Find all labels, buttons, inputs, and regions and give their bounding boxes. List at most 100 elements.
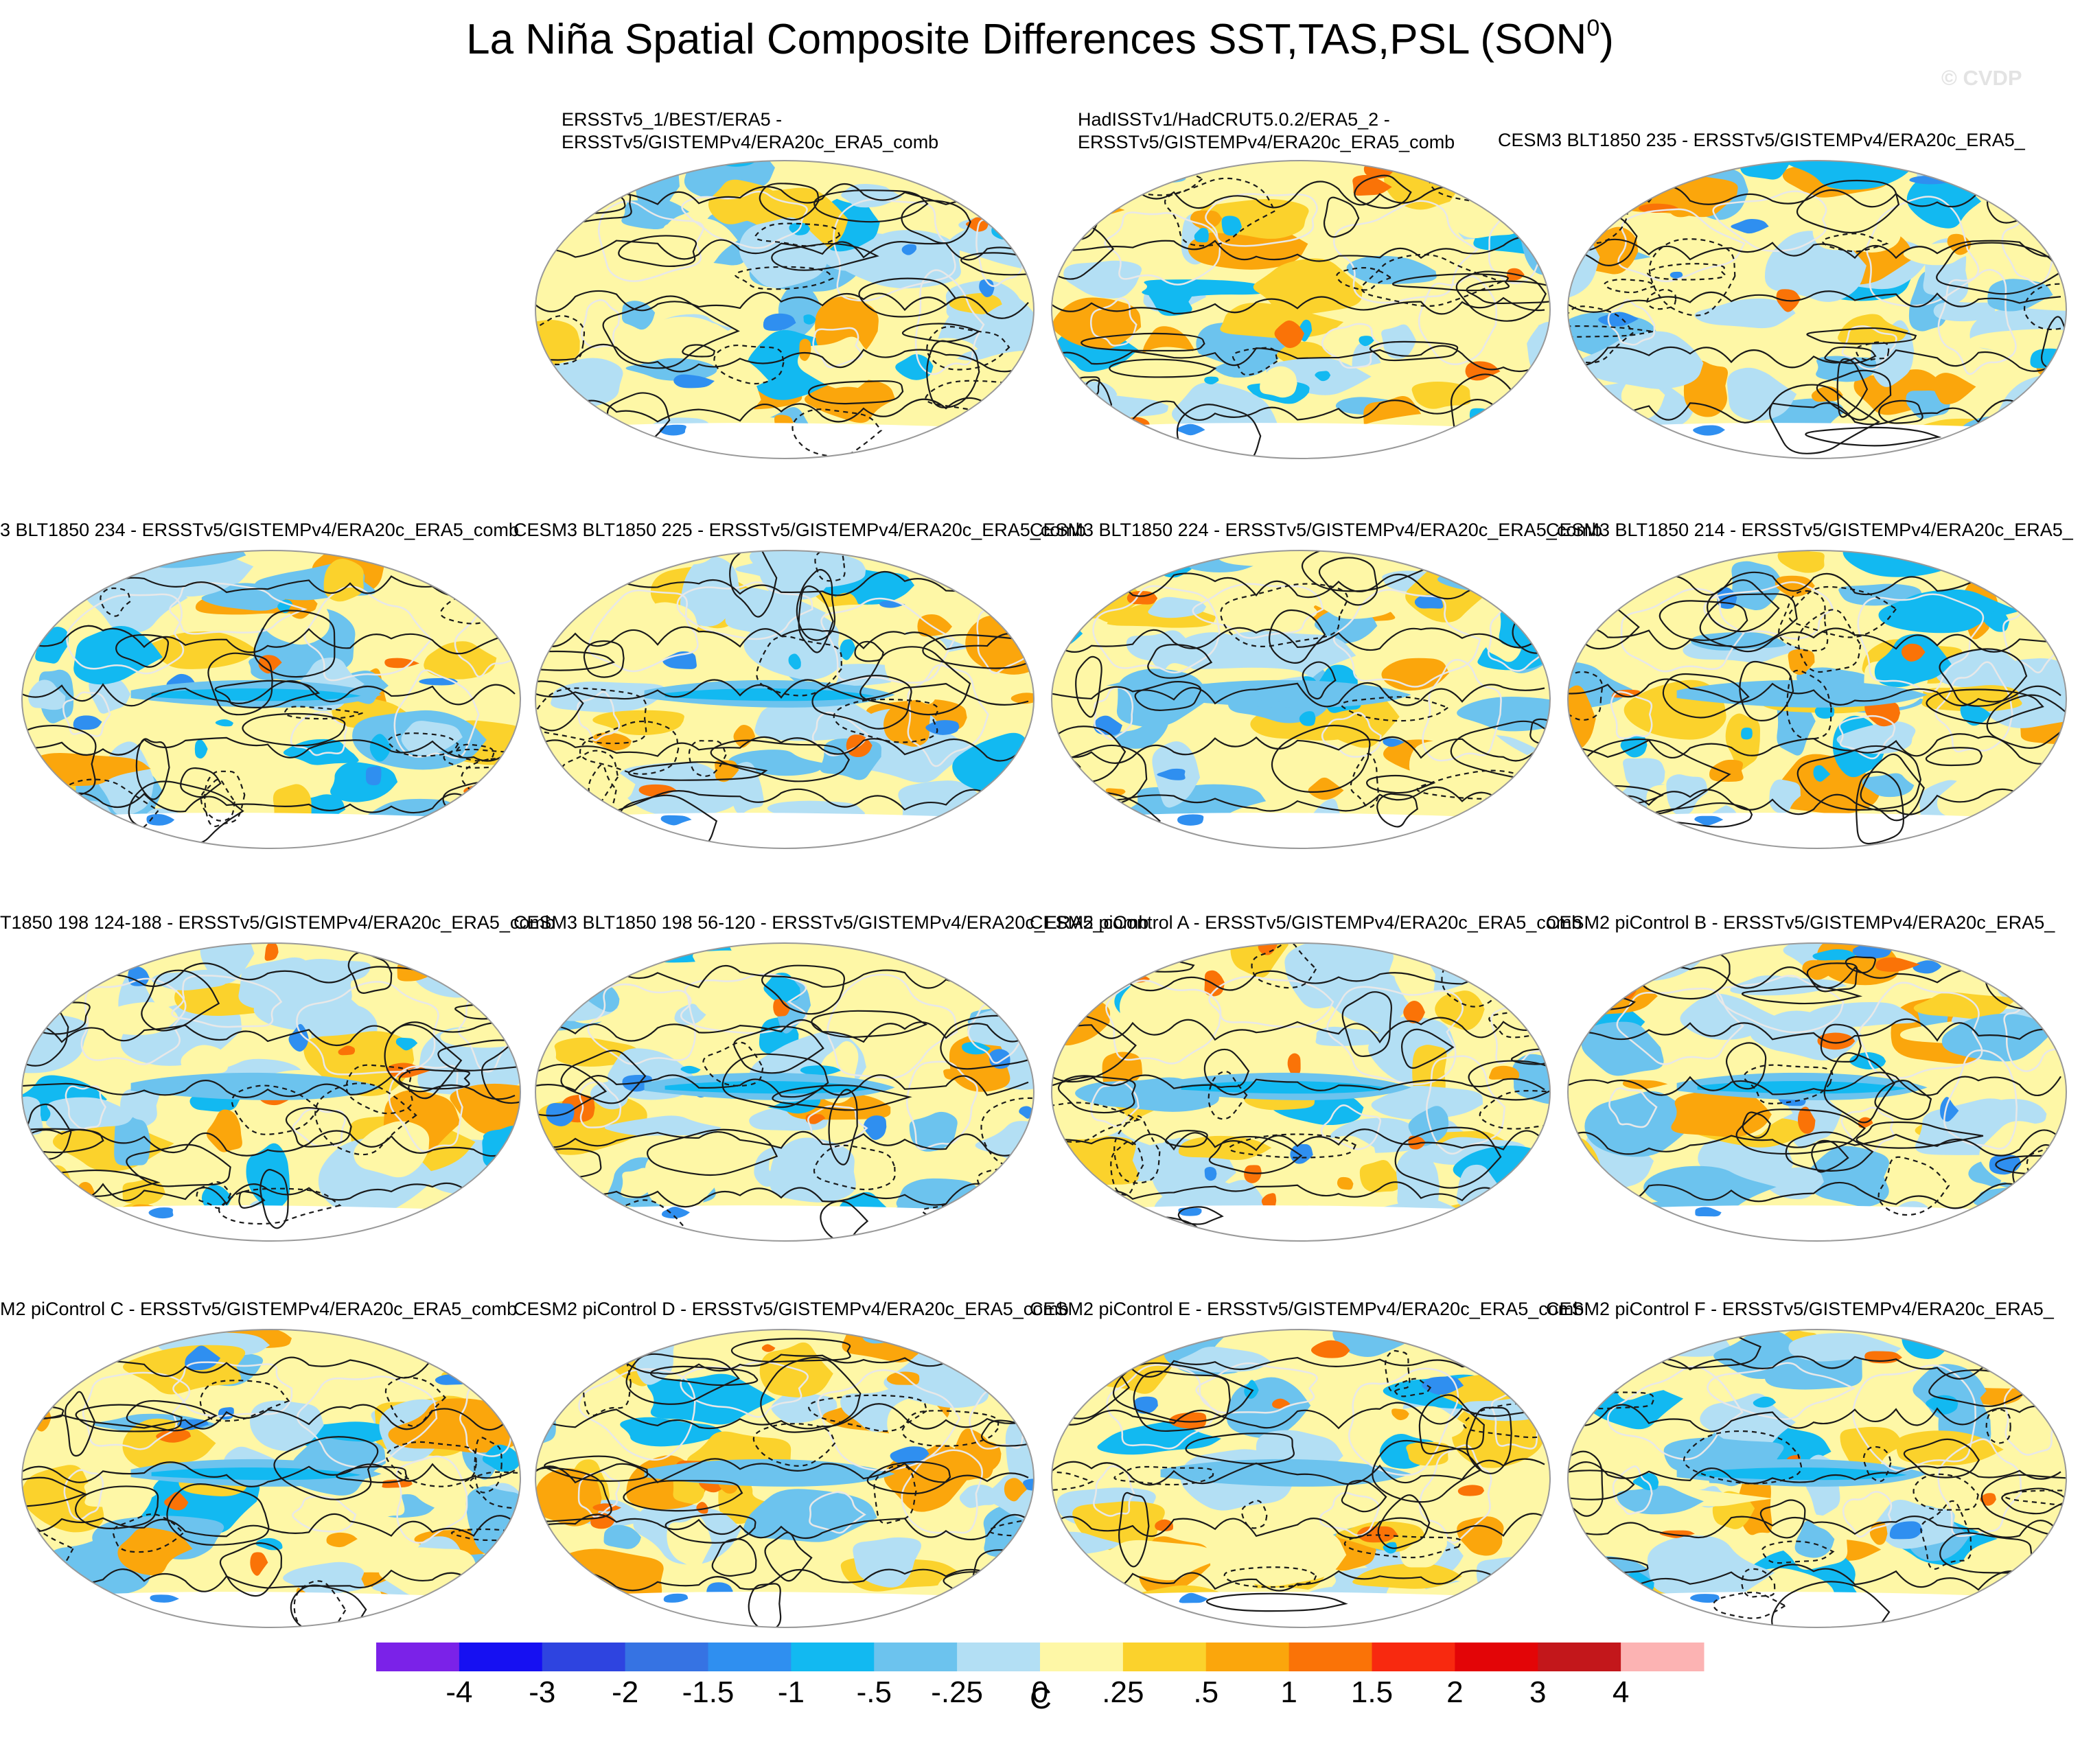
anomaly-patch <box>1177 1347 1271 1373</box>
anomaly-patch <box>181 1045 229 1078</box>
antarctic-anomaly <box>663 1593 689 1603</box>
anomaly-patch <box>191 761 235 826</box>
anomaly-spot <box>1290 1144 1313 1164</box>
anomaly-patch <box>424 1590 483 1627</box>
psl-contour <box>1113 1465 1214 1486</box>
anomaly-spot <box>488 982 520 993</box>
psl-contour <box>711 1538 757 1577</box>
coastline <box>1617 208 1746 283</box>
coastline <box>1943 1049 2018 1150</box>
psl-contour <box>926 325 1010 371</box>
psl-contour <box>1874 1080 1932 1120</box>
coastline <box>1208 975 1334 1028</box>
anomaly-spot <box>763 313 796 332</box>
psl-contour <box>1936 242 2062 295</box>
psl-contour <box>756 636 843 697</box>
anomaly-patch <box>206 1109 242 1152</box>
psl-contour <box>22 1076 516 1100</box>
anomaly-spot <box>1811 386 1843 402</box>
enso-cold-tongue-core <box>1697 1467 1907 1481</box>
psl-contour <box>1366 774 1436 794</box>
coastline <box>1195 1362 1318 1414</box>
psl-contour <box>1568 1181 2061 1209</box>
anomaly-patch <box>1836 721 1916 754</box>
psl-contour <box>1377 1494 1431 1549</box>
anomaly-spot <box>1591 792 1610 818</box>
anomaly-patch <box>1512 1054 1550 1104</box>
anomaly-spot <box>384 658 419 669</box>
psl-contour <box>1568 1018 2061 1044</box>
psl-contour <box>535 1458 1029 1484</box>
coastline <box>63 1469 104 1520</box>
coastline <box>1089 297 1137 347</box>
psl-contour <box>796 568 836 641</box>
anomaly-spot <box>1204 1166 1217 1181</box>
coastline <box>1857 593 1985 693</box>
anomaly-patch <box>551 682 665 713</box>
map-frame <box>535 942 1035 1242</box>
anomaly-spot <box>1802 960 1837 980</box>
psl-contour <box>978 1196 1018 1213</box>
anomaly-patch <box>975 1121 1034 1169</box>
anomaly-patch <box>1726 367 1797 421</box>
antarctic-anomaly <box>1693 425 1725 436</box>
antarctica-landmass <box>22 813 520 848</box>
anomaly-patch <box>1805 1146 1889 1207</box>
anomaly-patch <box>2000 1340 2066 1375</box>
psl-contour <box>754 222 841 247</box>
anomaly-patch <box>535 570 627 593</box>
anomaly-spot <box>991 218 1021 240</box>
anomaly-patch <box>1471 294 1539 362</box>
psl-contour <box>820 1200 869 1241</box>
psl-contour <box>535 736 1029 762</box>
psl-contour <box>1574 1391 1654 1410</box>
psl-contour <box>772 1084 912 1111</box>
psl-contour <box>1568 671 1604 721</box>
psl-contour <box>535 1568 1029 1592</box>
anomaly-spot <box>326 1532 358 1548</box>
anomaly-spot <box>459 1356 478 1365</box>
anomaly-patch <box>952 1428 995 1481</box>
anomaly-spot <box>2028 1330 2049 1337</box>
psl-contour <box>1164 1130 1208 1148</box>
antarctic-anomaly <box>1690 1594 1720 1603</box>
antarctic-anomaly <box>1176 423 1205 436</box>
coastline <box>681 190 808 249</box>
psl-contour <box>866 1461 951 1495</box>
world-map <box>1567 550 2067 849</box>
anomaly-spot <box>979 279 995 297</box>
psl-contour <box>813 189 929 223</box>
psl-contour <box>1481 1330 1529 1372</box>
anomaly-patch <box>22 1569 95 1612</box>
anomaly-patch <box>435 550 520 564</box>
anomaly-patch <box>1568 685 1596 752</box>
anomaly-patch <box>1840 1426 1904 1472</box>
psl-contour <box>22 625 516 655</box>
antarctic-anomaly <box>1694 815 1724 826</box>
psl-contour <box>1816 369 1892 421</box>
psl-contour <box>474 1437 502 1494</box>
anomaly-spot <box>1457 1485 1485 1496</box>
panel-title: ERSSTv5_1/BEST/ERA5 - ERSSTv5/GISTEMPv4/E… <box>562 108 938 154</box>
psl-contour <box>535 1148 602 1179</box>
anomaly-patch <box>1514 1203 1550 1241</box>
psl-contour <box>474 1353 520 1373</box>
psl-contour <box>1361 253 1504 307</box>
psl-contour <box>558 750 619 809</box>
psl-contour <box>2004 949 2066 965</box>
psl-contour <box>199 1380 290 1422</box>
anomaly-patch <box>1125 347 1225 382</box>
anomaly-spot <box>1004 1478 1027 1502</box>
antarctica-landmass <box>535 423 1034 459</box>
panel-title-line: CESM3 BLT1850 225 - ERSSTv5/GISTEMPv4/ER… <box>513 520 1086 540</box>
coastline <box>1852 1364 1977 1472</box>
psl-contour <box>682 344 716 358</box>
anomaly-spot <box>1093 715 1122 735</box>
coastline <box>395 1455 468 1544</box>
anomaly-patch <box>1315 1026 1383 1047</box>
psl-contour <box>2002 1489 2066 1506</box>
psl-contour <box>115 634 170 668</box>
psl-contour <box>665 1513 756 1544</box>
panel-title-line: CESM2 piControl D - ERSSTv5/GISTEMPv4/ER… <box>513 1299 1069 1319</box>
psl-contour <box>649 1365 759 1386</box>
